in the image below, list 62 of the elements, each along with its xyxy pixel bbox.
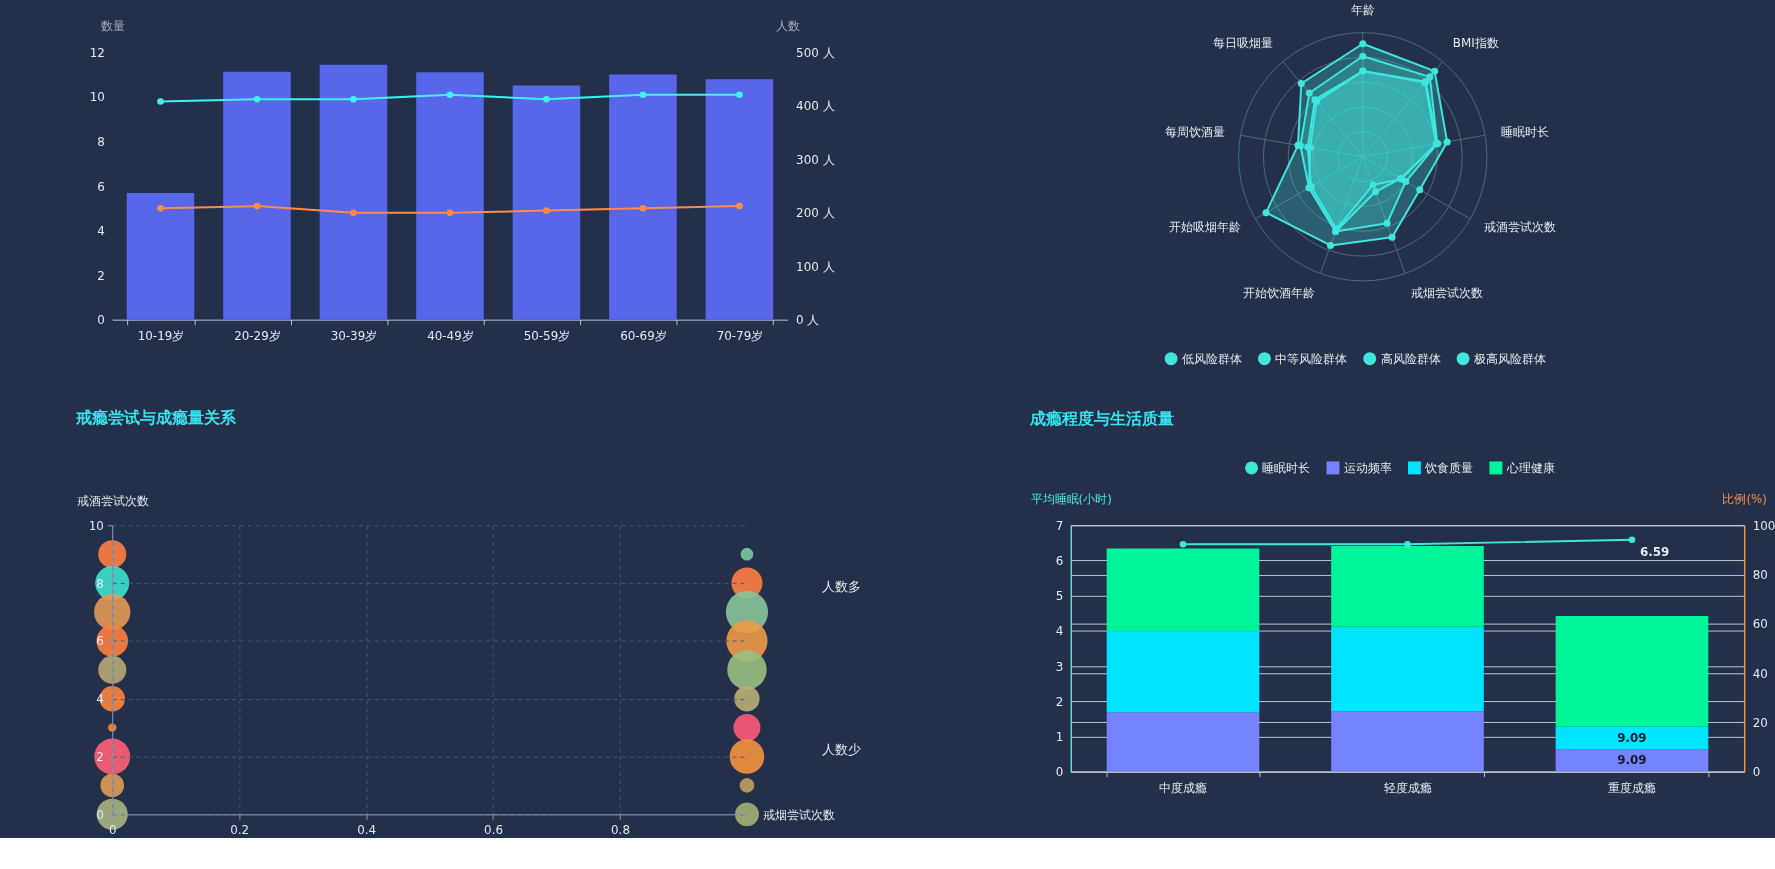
y2-tick-label: 0 — [1752, 765, 1761, 780]
x-tick-label: 中度成瘾 — [1159, 780, 1208, 795]
spoke-label: 睡眠时长 — [1500, 125, 1549, 140]
y-tick-label: 8 — [97, 135, 105, 150]
y-tick-label: 5 — [1055, 589, 1064, 604]
y2-tick-label: 200 人 — [796, 206, 835, 221]
chart-title: 成瘾程度与生活质量 — [1029, 408, 1175, 428]
y2-tick-label: 20 — [1752, 715, 1768, 730]
y-tick-label: 10 — [89, 90, 105, 105]
y2-axis-title: 比例(%) — [1722, 491, 1768, 506]
data-label: 9.09 — [1617, 731, 1647, 745]
y2-tick-label: 0 人 — [796, 313, 820, 328]
y-axis-title: 平均睡眠(小时) — [1030, 491, 1112, 506]
x-tick-label: 轻度成瘾 — [1383, 780, 1432, 795]
y2-tick-label: 400 人 — [796, 99, 835, 114]
legend-label: 高风险群体 — [1380, 351, 1441, 366]
legend-label: 睡眠时长 — [1262, 460, 1311, 475]
x-tick-label: 10-19岁 — [137, 329, 185, 344]
x-tick-label: 30-39岁 — [330, 329, 378, 344]
data-label: 6.59 — [1639, 544, 1670, 559]
spoke-label: 开始吸烟年龄 — [1169, 219, 1242, 234]
spoke-label: 每周饮酒量 — [1164, 125, 1225, 140]
y2-tick-label: 100 人 — [796, 259, 835, 274]
y2-tick-label: 80 — [1752, 568, 1768, 583]
y-tick-label: 4 — [97, 224, 105, 239]
y-tick-label: 6 — [1055, 553, 1064, 568]
legend-label: 运动频率 — [1343, 460, 1392, 475]
legend-label: 中等风险群体 — [1275, 351, 1348, 366]
legend-label: 心理健康 — [1505, 460, 1555, 475]
x-tick-label: 40-49岁 — [427, 329, 474, 344]
spoke-label: 每日吸烟量 — [1212, 35, 1273, 50]
y2-tick-label: 500 人 — [796, 45, 835, 60]
spoke-label: 年龄 — [1350, 2, 1375, 17]
y-tick-label: 4 — [1055, 624, 1064, 639]
spoke-label: 戒烟尝试次数 — [1410, 286, 1483, 301]
y-tick-label: 3 — [1055, 659, 1064, 674]
spoke-label: 戒酒尝试次数 — [1484, 219, 1557, 234]
legend-label: 低风险群体 — [1182, 351, 1243, 366]
y2-tick-label: 40 — [1752, 666, 1768, 681]
x-tick-label: 50-59岁 — [523, 329, 571, 344]
data-label: 9.09 — [1617, 753, 1647, 768]
spoke-label: BMI指数 — [1452, 35, 1499, 50]
x-tick-label: 70-79岁 — [716, 329, 764, 344]
y-tick-label: 2 — [97, 268, 105, 283]
x-tick-label: 重度成瘾 — [1608, 780, 1657, 795]
x-tick-label: 60-69岁 — [620, 329, 667, 344]
y-axis-title: 数量 — [100, 19, 125, 34]
y-tick-label: 0 — [1055, 765, 1064, 780]
y2-tick-label: 60 — [1752, 617, 1768, 632]
y-tick-label: 2 — [1055, 694, 1064, 709]
y-tick-label: 12 — [89, 45, 105, 60]
y-tick-label: 1 — [1055, 729, 1064, 744]
x-tick-label: 20-29岁 — [234, 329, 281, 344]
y-tick-label: 0 — [97, 313, 105, 328]
spoke-label: 开始饮酒年龄 — [1242, 286, 1315, 301]
y-tick-label: 7 — [1055, 518, 1064, 533]
y2-tick-label: 100 — [1752, 518, 1775, 533]
legend-label: 饮食质量 — [1424, 460, 1474, 475]
legend-label: 极高风险群体 — [1473, 351, 1547, 366]
y2-axis-title: 人数 — [776, 19, 801, 34]
y2-tick-label: 300 人 — [796, 152, 835, 167]
y-tick-label: 6 — [97, 179, 105, 194]
